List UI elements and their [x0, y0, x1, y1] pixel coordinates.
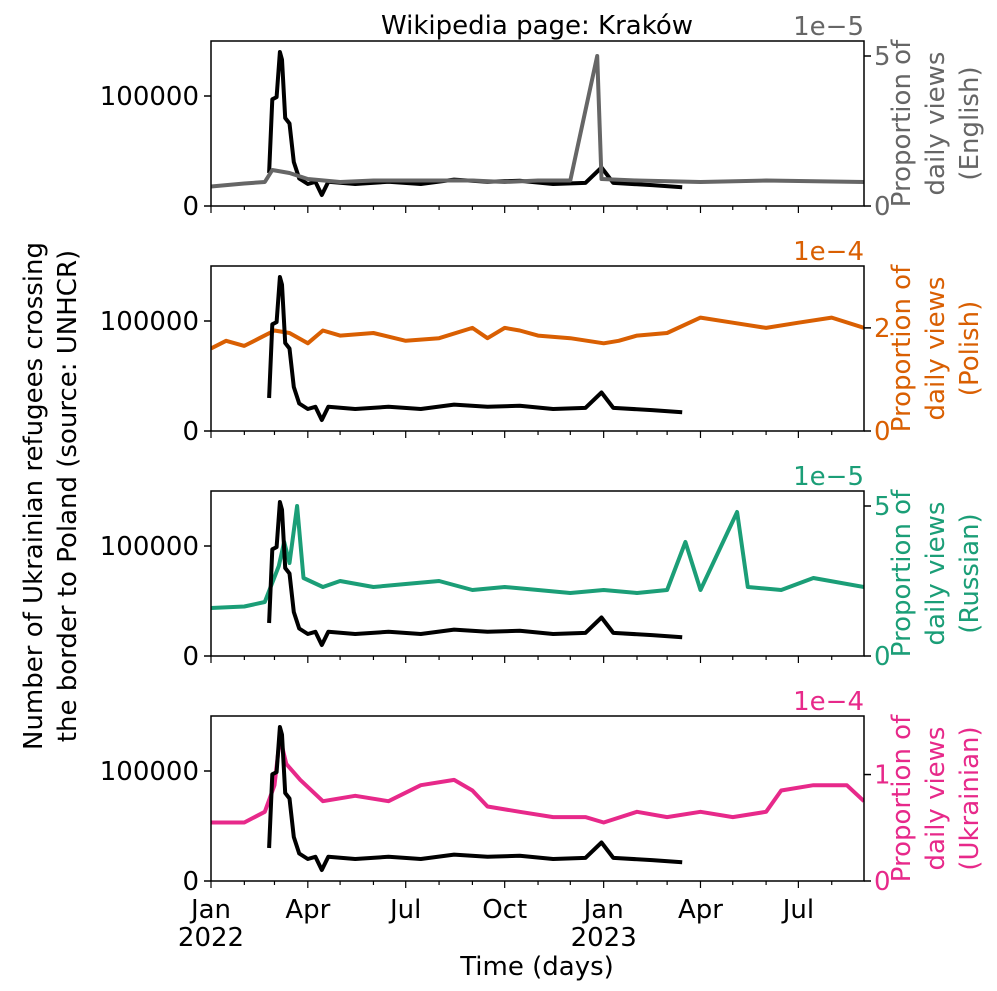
left-y-tick-label: 0 — [182, 642, 199, 672]
refugee-series-line — [267, 275, 683, 422]
panel-4: 0 100000 0 1 1e−4 Proportion of daily views (Uk… — [100, 687, 985, 953]
pageviews-series-line — [211, 735, 864, 825]
x-tick-label: Oct — [482, 895, 527, 925]
right-axis-label-line: daily views — [921, 277, 951, 421]
left-y-tick-label: 0 — [182, 867, 199, 897]
x-tick-label: Jan — [189, 895, 231, 925]
shared-y-axis-label-line2: the border to Poland (source: UNHCR) — [53, 250, 83, 742]
panel-2: 0 100000 0 2 1e−4 Proportion of daily views (Po… — [100, 237, 985, 447]
right-y-tick-label: 5 — [874, 42, 891, 72]
x-tick-year-label: 2022 — [178, 923, 244, 953]
x-tick-label: Jan — [582, 895, 624, 925]
right-axis-label-line: (English) — [955, 66, 985, 180]
x-tick-label: Apr — [285, 895, 330, 925]
right-axis-label-line: Proportion of — [887, 489, 917, 657]
right-axis-label-line: daily views — [921, 52, 951, 196]
left-y-tick-label: 100000 — [100, 757, 199, 787]
shared-y-axis-label-line1: Number of Ukrainian refugees crossing — [19, 242, 49, 750]
right-axis-scale-label: 1e−4 — [793, 237, 864, 267]
pageviews-series-line — [211, 504, 864, 610]
right-axis-label-line: (Polish) — [955, 301, 985, 396]
right-y-tick-label: 5 — [874, 492, 891, 522]
x-tick-label: Apr — [678, 895, 723, 925]
left-y-tick-label: 100000 — [100, 532, 199, 562]
right-y-tick-label: 2 — [874, 314, 891, 344]
right-y-tick-label: 0 — [874, 642, 891, 672]
left-y-tick-label: 0 — [182, 192, 199, 222]
right-y-tick-label: 0 — [874, 192, 891, 222]
right-axis-label-line: Proportion of — [887, 39, 917, 207]
left-y-tick-label: 0 — [182, 417, 199, 447]
refugee-series-line — [267, 50, 683, 197]
refugee-series-line — [267, 725, 683, 872]
right-y-tick-label: 0 — [874, 867, 891, 897]
right-y-tick-label: 1 — [874, 761, 891, 791]
right-axis-scale-label: 1e−4 — [793, 687, 864, 717]
left-y-tick-label: 100000 — [100, 82, 199, 112]
figure-title: Wikipedia page: Kraków — [381, 11, 693, 41]
x-tick-label: Jul — [388, 895, 421, 925]
right-axis-scale-label: 1e−5 — [793, 12, 864, 42]
pageviews-series-line — [211, 315, 864, 351]
right-axis-label-line: Proportion of — [887, 264, 917, 432]
right-axis-label-line: (Ukrainian) — [955, 726, 985, 870]
left-y-tick-label: 100000 — [100, 307, 199, 337]
x-tick-label: Jul — [781, 895, 814, 925]
right-y-tick-label: 0 — [874, 417, 891, 447]
right-axis-scale-label: 1e−5 — [793, 462, 864, 492]
x-tick-year-label: 2023 — [571, 923, 637, 953]
right-axis-label-line: Proportion of — [887, 714, 917, 882]
panel-3: 0 100000 0 5 1e−5 Proportion of daily views (Ru… — [100, 462, 985, 672]
right-axis-label-line: daily views — [921, 502, 951, 646]
right-axis-label-line: (Russian) — [955, 513, 985, 633]
x-axis-label: Time (days) — [459, 952, 614, 982]
refugee-series-line — [267, 500, 683, 647]
panel-1: 0 100000 0 5 1e−5 Proportion of daily views (En… — [100, 12, 985, 222]
right-axis-label-line: daily views — [921, 727, 951, 871]
pageviews-series-line — [211, 54, 864, 189]
